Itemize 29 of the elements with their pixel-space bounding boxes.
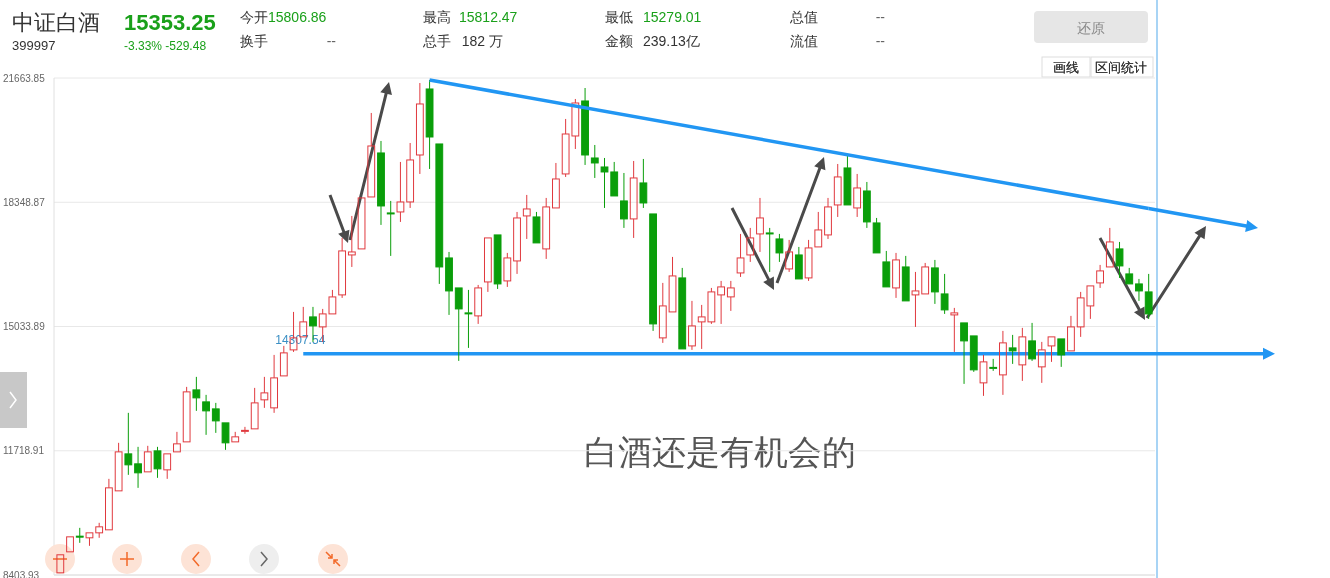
text: -3.33% -529.48 xyxy=(124,39,207,53)
y-tick-label: 18348.87 xyxy=(3,196,46,208)
text: 15353.25 xyxy=(124,10,216,35)
text: 今开 xyxy=(240,9,268,25)
chart-title: 中证白酒 xyxy=(12,10,100,35)
y-tick-label: 8403.93 xyxy=(3,569,40,578)
text: 最高 xyxy=(423,9,451,25)
text: 182 万 xyxy=(461,33,503,49)
text: 最低 xyxy=(605,9,633,25)
text: 还原 xyxy=(1077,20,1105,36)
text: 总值 xyxy=(789,9,818,25)
text: 流值 xyxy=(790,33,818,49)
text: 画线 xyxy=(1053,60,1079,75)
chart-subtitle: 399997 xyxy=(12,38,56,53)
text: -- xyxy=(875,33,886,49)
text: 239.13亿 xyxy=(643,33,700,49)
text: 金额 xyxy=(605,33,633,49)
annotation: 白酒还是有机会的 xyxy=(584,433,856,471)
text: 总手 xyxy=(422,33,451,49)
text: 换手 xyxy=(240,33,268,49)
text: -- xyxy=(326,33,337,49)
text: 15812.47 xyxy=(459,9,518,25)
y-tick-label: 21663.85 xyxy=(3,72,46,84)
text: 15279.01 xyxy=(643,9,702,25)
text: 15806.86 xyxy=(268,9,327,25)
text: -- xyxy=(875,9,886,25)
text: 区间统计 xyxy=(1095,60,1147,75)
y-tick-label: 15033.89 xyxy=(3,321,46,332)
y-tick-label: 11718.91 xyxy=(3,445,45,457)
